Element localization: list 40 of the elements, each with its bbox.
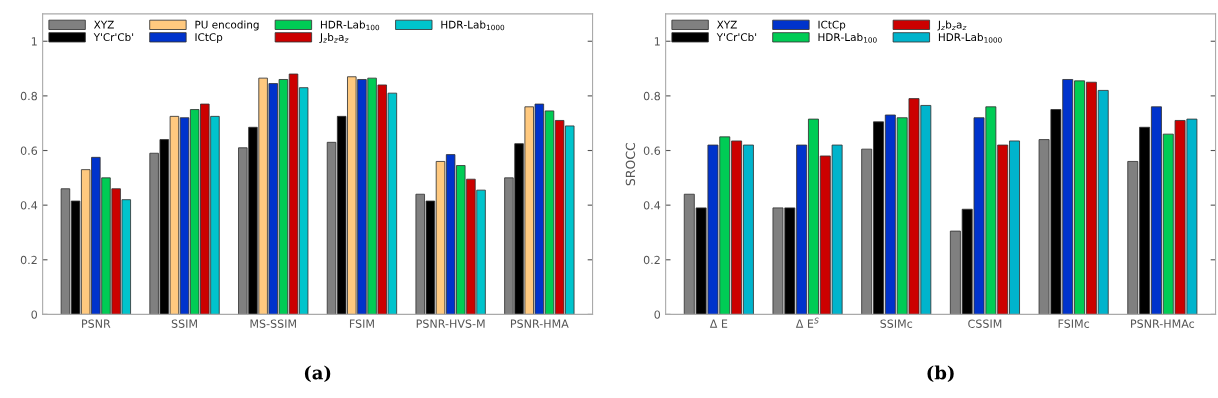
legend-label: Y'Cr'Cb' — [93, 32, 134, 42]
legend-label: J$_{z}$b$_{z}$a$_{z}$ — [319, 32, 349, 43]
y-tick-label: 0.6 — [643, 146, 661, 155]
y-axis-title: SROCC — [625, 142, 636, 186]
legend-label: HDR-Lab$_{1000}$ — [938, 32, 1002, 43]
y-tick-label: 0.2 — [20, 255, 37, 265]
legend-label: Y'Cr'Cb' — [716, 32, 757, 42]
legend-label: PU encoding — [195, 20, 259, 31]
x-tick-label: Δ E$^{S}$ — [795, 317, 819, 328]
y-tick-label: 0.2 — [643, 255, 660, 265]
legend-label: ICtCp — [818, 20, 846, 31]
y-tick-label: 1 — [31, 37, 37, 46]
x-tick-label: SSIMc — [880, 319, 913, 328]
legend-label: J$_{z}$b$_{z}$a$_{z}$ — [937, 20, 967, 31]
x-tick-label: PSNR-HVS-M — [416, 319, 485, 328]
y-tick-label: 0.8 — [643, 91, 661, 101]
text: (b) — [927, 365, 954, 383]
text: (a) — [304, 365, 331, 383]
x-tick-label: FSIM — [349, 319, 374, 328]
y-tick-label: 0.6 — [20, 146, 38, 155]
y-tick-label: 0 — [31, 310, 38, 319]
y-tick-label: 0 — [654, 310, 661, 319]
legend-label: HDR-Lab$_{1000}$ — [441, 20, 505, 31]
legend-label: XYZ — [93, 20, 114, 29]
x-tick-label: FSIMc — [1058, 319, 1090, 328]
legend-label: XYZ — [716, 20, 737, 29]
x-tick-label: Δ E — [709, 319, 728, 328]
x-tick-label: PSNR — [82, 319, 111, 328]
x-tick-label: CSSIM — [968, 319, 1002, 328]
x-tick-label: PSNR-HMA — [510, 319, 569, 328]
legend-label: ICtCp — [195, 33, 223, 44]
legend-label: HDR-Lab$_{100}$ — [320, 20, 380, 31]
y-tick-label: 0.4 — [643, 201, 661, 210]
y-tick-label: 1 — [654, 37, 660, 46]
legend-label: HDR-Lab$_{100}$ — [818, 32, 877, 43]
x-tick-label: MS-SSIM — [250, 319, 296, 328]
x-tick-label: SSIM — [171, 319, 197, 328]
y-tick-label: 0.8 — [20, 91, 38, 101]
x-tick-label: PSNR-HMAc — [1131, 319, 1195, 328]
y-tick-label: 0.4 — [20, 201, 38, 210]
